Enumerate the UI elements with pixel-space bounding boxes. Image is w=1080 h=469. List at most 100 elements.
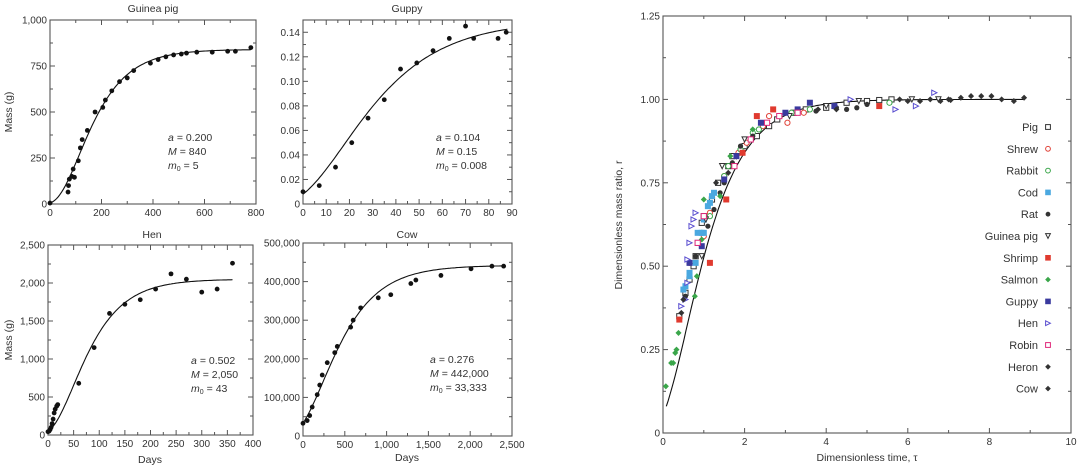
x-tick-label: 30 — [367, 208, 379, 219]
series-rabbit — [698, 99, 893, 236]
diamond-marker — [1045, 276, 1051, 283]
svg-text:M= 442,000: M = 442,000 — [430, 368, 489, 380]
legend-label: Pig — [1022, 122, 1038, 134]
y-tick-label: 0 — [294, 432, 300, 443]
legend-item: Guinea pig — [985, 231, 1052, 243]
series-shrimp — [676, 103, 883, 323]
data-point — [684, 256, 692, 263]
data-point — [688, 222, 696, 230]
x-tick-label: 0 — [45, 439, 51, 450]
x-tick-label: 50 — [414, 208, 426, 219]
x-tick-label: 10 — [321, 208, 333, 219]
y-tick-label: 0.08 — [281, 101, 301, 112]
data-point — [676, 316, 683, 323]
y-tick-label: 400,000 — [264, 277, 301, 288]
data-point — [72, 174, 77, 180]
data-point — [381, 97, 387, 103]
data-point — [806, 106, 813, 113]
data-point — [725, 163, 732, 170]
data-point — [153, 286, 159, 292]
data-point — [300, 420, 306, 426]
y-tick-label: 0.25 — [641, 345, 661, 356]
data-point — [316, 183, 322, 189]
y-axis-title: Mass (g) — [3, 92, 15, 133]
x-tick-label: 100 — [91, 439, 108, 450]
x-tick-label: 1,000 — [374, 440, 399, 451]
param-a-value: = 0.502 — [200, 355, 235, 367]
chart-title: Hen — [142, 229, 161, 241]
param-m0-subscript: 0 — [177, 166, 181, 173]
param-M-symbol: M — [168, 146, 177, 158]
plot-frame — [47, 244, 254, 436]
legend-label: Heron — [1008, 362, 1038, 374]
y-tick-label: 0.10 — [281, 77, 301, 88]
data-point — [463, 23, 468, 29]
param-a-symbol: a — [430, 354, 436, 366]
data-point — [65, 189, 71, 195]
y-tick-label: 0.06 — [281, 126, 301, 137]
legend-item: Hen — [1018, 318, 1052, 330]
y-tick-label: 2,500 — [20, 241, 45, 252]
x-tick-label: 200 — [142, 439, 159, 450]
legend-item: Rat — [1021, 209, 1051, 221]
data-point — [358, 305, 364, 311]
data-point — [855, 97, 863, 105]
data-point — [77, 145, 83, 151]
data-point — [765, 112, 773, 120]
data-point — [48, 425, 54, 430]
x-axis-title: Days — [395, 452, 419, 464]
param-m0-subscript: 0 — [439, 388, 443, 395]
data-point — [988, 93, 995, 100]
x-tick-label: 300 — [193, 439, 210, 450]
x-tick-label: 0 — [300, 440, 306, 451]
param-M-symbol: M — [191, 369, 200, 381]
series-cow — [678, 94, 1028, 316]
data-point — [698, 253, 706, 260]
triangle-down-marker — [1044, 233, 1052, 240]
legend-label: Robin — [1009, 340, 1038, 352]
data-point — [214, 286, 220, 292]
data-point — [733, 153, 740, 160]
data-point — [833, 106, 840, 113]
x-tick-label: 50 — [68, 439, 80, 450]
data-point — [947, 97, 954, 104]
data-point — [503, 29, 509, 35]
data-point — [844, 106, 850, 113]
data-point — [314, 392, 320, 398]
data-point — [122, 301, 128, 307]
x-tick-label: 2,000 — [458, 440, 483, 451]
data-point — [904, 98, 911, 105]
legend-label: Guppy — [1006, 296, 1039, 308]
y-tick-label: 0.14 — [281, 28, 301, 39]
data-point — [693, 273, 700, 280]
param-m0-value: = 33,333 — [446, 382, 487, 394]
param-M-value: = 0.15 — [448, 146, 478, 158]
svg-text:M= 2,050: M = 2,050 — [191, 369, 238, 381]
data-point — [776, 112, 783, 120]
param-M-value: = 2,050 — [203, 369, 238, 381]
data-point — [886, 99, 893, 106]
data-point — [333, 164, 338, 170]
panel-guinea-pig: Guinea pig Mass (g) a = 0.200 M = 840 m0 = … — [3, 3, 265, 219]
svg-text:m0= 0.008: m0 = 0.008 — [436, 160, 487, 173]
data-point — [184, 50, 189, 56]
y-tick-label: 0 — [39, 431, 45, 442]
param-M-value: = 442,000 — [442, 368, 489, 380]
data-point — [908, 96, 916, 104]
param-M-value: = 840 — [180, 146, 207, 158]
data-point — [822, 102, 830, 110]
data-point — [91, 345, 97, 350]
data-point — [49, 421, 55, 426]
data-point — [375, 295, 381, 301]
y-axis-title: Mass (g) — [3, 320, 15, 361]
chart-title: Cow — [396, 229, 417, 241]
data-point — [741, 136, 749, 144]
param-a-value: = 0.104 — [445, 132, 480, 144]
data-point — [55, 402, 61, 407]
legend-item: Pig — [1022, 122, 1051, 134]
axis-ticks — [662, 15, 1072, 434]
axis-ticks — [302, 242, 513, 437]
legend-label: Guinea pig — [985, 231, 1038, 243]
svg-text:M= 840: M = 840 — [168, 146, 206, 158]
data-point — [691, 293, 698, 300]
